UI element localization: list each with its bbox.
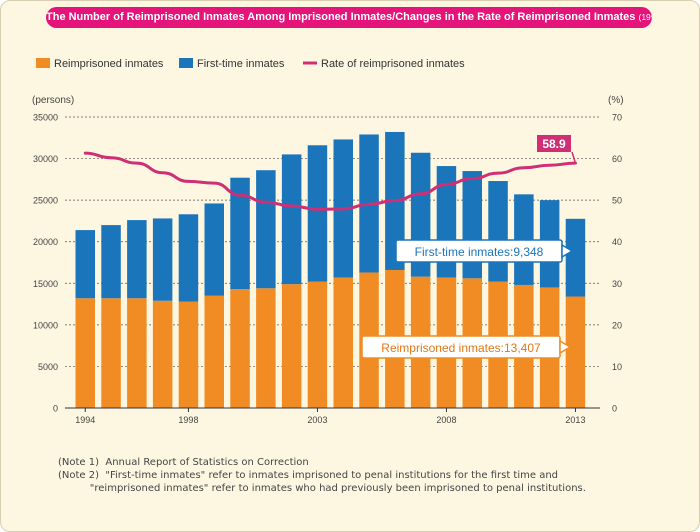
legend-label-1: First-time inmates xyxy=(197,58,285,70)
bar-first-time xyxy=(307,145,328,282)
rate-line xyxy=(83,151,577,211)
bar-reimprisoned xyxy=(565,296,586,408)
bar-reimprisoned xyxy=(204,295,224,408)
bar-reimprisoned xyxy=(230,289,250,408)
bar-first-time xyxy=(488,181,508,282)
y-right-tick: 10 xyxy=(612,362,622,372)
note-1: (Note 1) Annual Report of Statistics on … xyxy=(58,457,309,468)
legend-label-2: Rate of reimprisoned inmates xyxy=(321,58,465,70)
bar-first-time xyxy=(281,154,302,285)
bar-reimprisoned xyxy=(178,301,199,408)
note-2: (Note 2) "First-time inmates" refer to i… xyxy=(58,470,559,481)
y-left-tick: 15000 xyxy=(33,279,58,289)
bar-first-time xyxy=(75,230,95,299)
legend-swatch-0 xyxy=(36,58,50,68)
first-time-callout-pointer xyxy=(561,243,574,259)
y-right-unit: (%) xyxy=(608,95,624,106)
bar-first-time xyxy=(127,220,147,299)
bar-first-time xyxy=(204,203,224,296)
y-left-tick: 10000 xyxy=(33,320,58,330)
bar-reimprisoned xyxy=(281,284,302,408)
y-left-tick: 25000 xyxy=(33,196,58,206)
y-right-tick: 0 xyxy=(612,404,617,414)
y-left-tick: 20000 xyxy=(33,237,58,247)
first-time-callout-label: First-time inmates:9,348 xyxy=(415,245,544,259)
x-tick-label: 2008 xyxy=(436,415,456,425)
x-tick-label: 2003 xyxy=(307,415,327,425)
rate-callout-line xyxy=(571,151,577,164)
legend-label-0: Reimprisoned inmates xyxy=(54,58,164,70)
bar-reimprisoned xyxy=(101,298,121,408)
bar-reimprisoned xyxy=(152,300,173,408)
bar-reimprisoned xyxy=(307,281,328,408)
bar-first-time xyxy=(565,218,586,297)
y-left-tick: 30000 xyxy=(33,154,58,164)
bar-first-time xyxy=(230,177,250,290)
y-right-tick: 40 xyxy=(612,237,622,247)
y-right-tick: 60 xyxy=(612,154,622,164)
y-left-unit: (persons) xyxy=(32,95,74,106)
bar-reimprisoned xyxy=(75,298,95,408)
y-right-tick: 70 xyxy=(612,113,622,123)
y-right-tick: 30 xyxy=(612,279,622,289)
y-left-tick: 35000 xyxy=(33,113,58,123)
legend-swatch-1 xyxy=(179,58,193,68)
note-2-cont: "reimprisoned inmates" refer to inmates … xyxy=(58,483,586,494)
chart-title-years: (1994-2013) xyxy=(638,12,652,22)
y-right-tick: 20 xyxy=(612,320,622,330)
bar-first-time xyxy=(152,218,173,301)
y-left-tick: 5000 xyxy=(38,362,58,372)
rate-callout-label: 58.9 xyxy=(542,137,566,151)
bar-reimprisoned xyxy=(127,298,147,408)
reimprisoned-callout-pointer xyxy=(559,339,572,355)
y-left-tick: 0 xyxy=(53,404,58,414)
notes: (Note 1) Annual Report of Statistics on … xyxy=(58,456,586,495)
x-tick-label: 1994 xyxy=(75,415,95,425)
x-tick-label: 2013 xyxy=(565,415,585,425)
bar-first-time xyxy=(178,214,199,302)
chart-title-text: The Number of Reimprisoned Inmates Among… xyxy=(46,11,636,23)
bar-reimprisoned xyxy=(256,288,276,408)
bar-reimprisoned xyxy=(333,277,353,408)
rate-callout-box xyxy=(537,135,571,152)
y-right-tick: 50 xyxy=(612,196,622,206)
bar-first-time xyxy=(101,225,121,299)
chart-title: The Number of Reimprisoned Inmates Among… xyxy=(46,7,652,28)
reimprisoned-callout-label: Reimprisoned inmates:13,407 xyxy=(381,341,541,355)
x-tick-label: 1998 xyxy=(178,415,198,425)
bar-first-time xyxy=(256,170,276,289)
